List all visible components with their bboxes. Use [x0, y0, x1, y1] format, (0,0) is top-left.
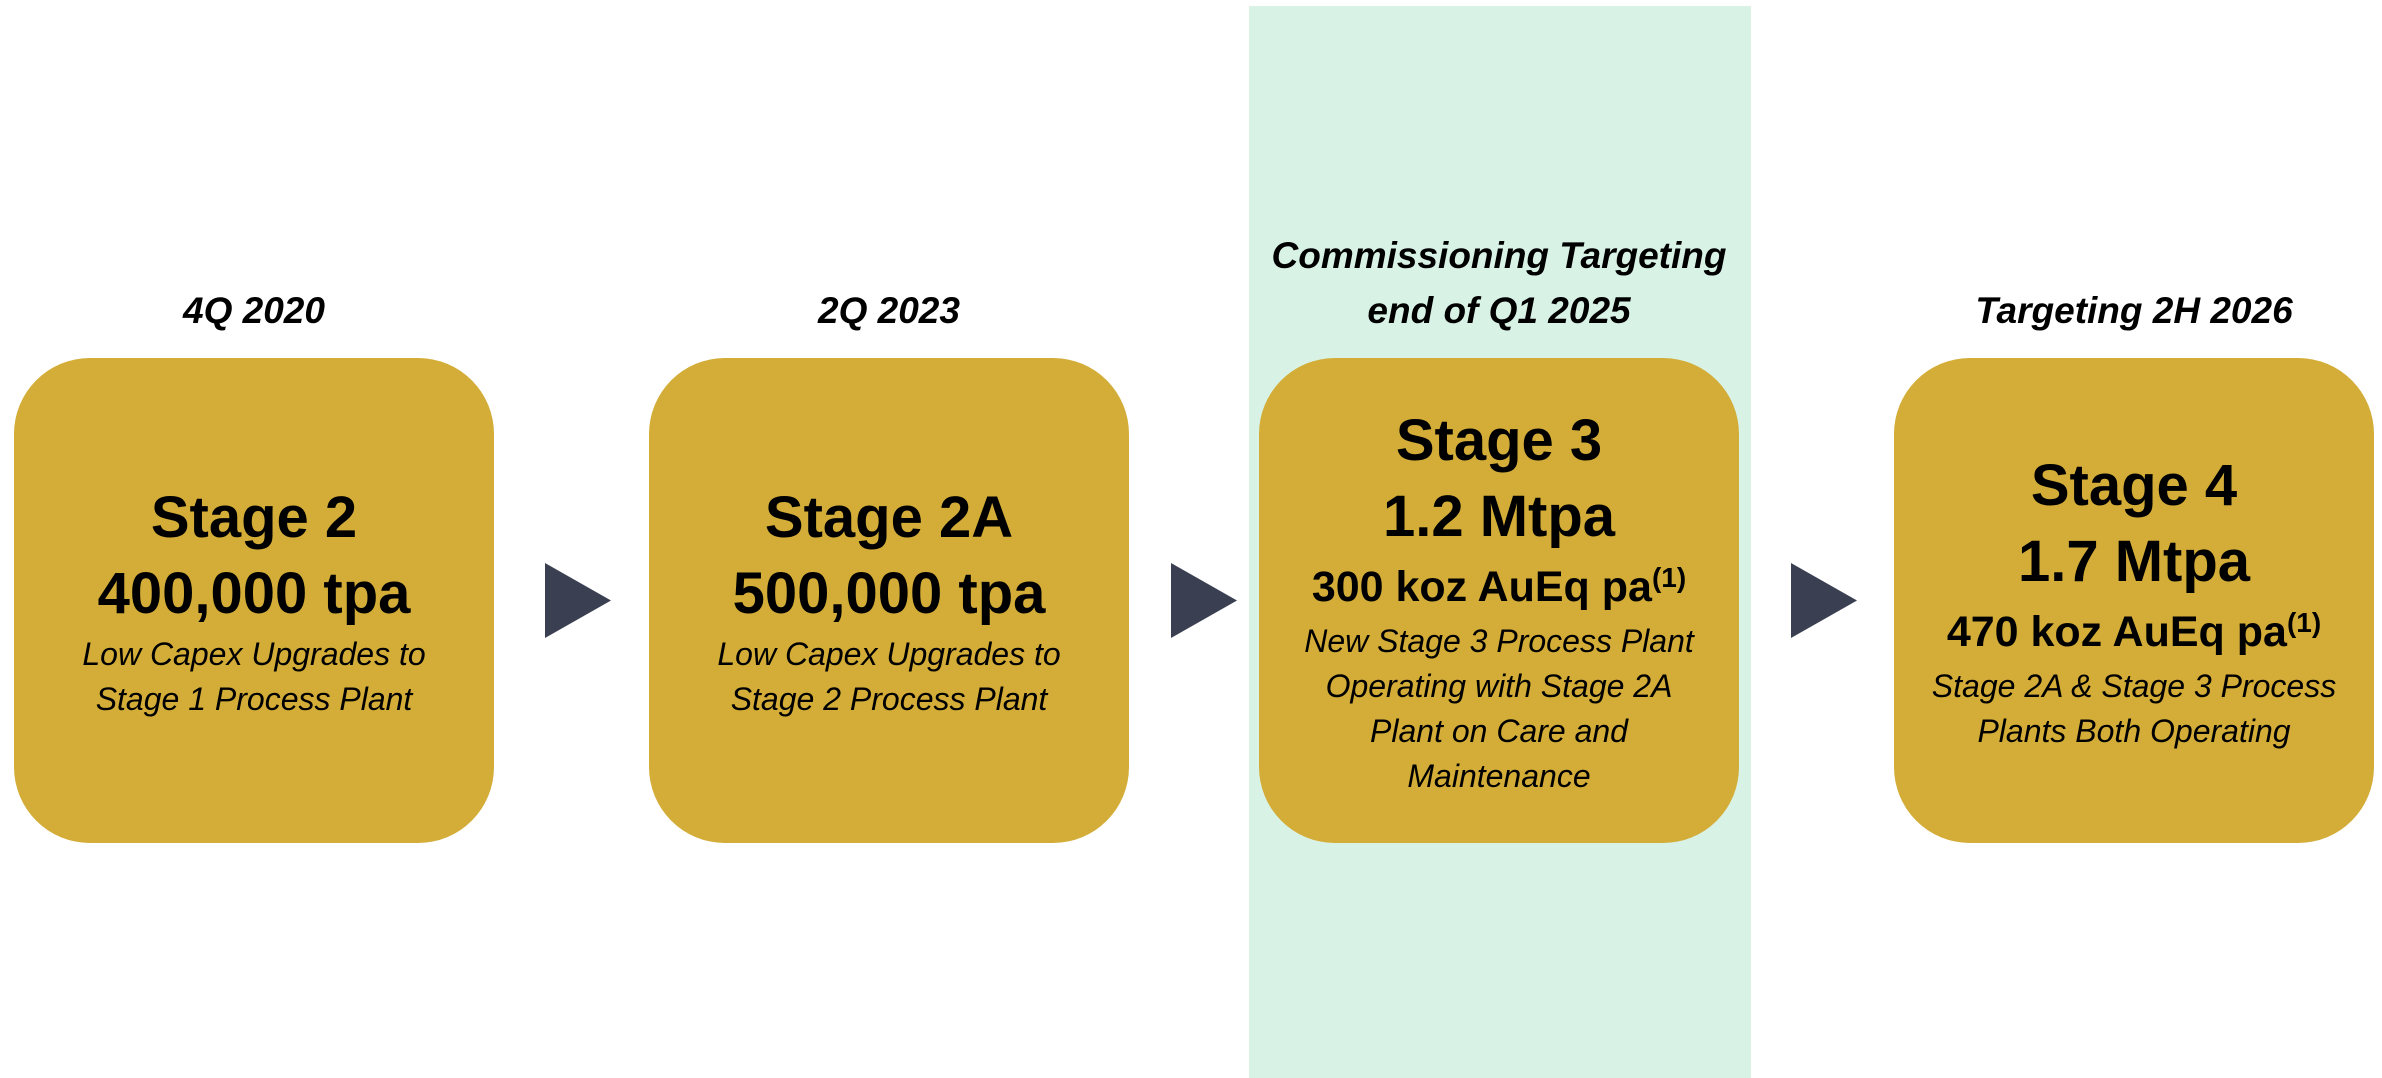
output-note: (1) [1651, 561, 1687, 593]
output-note: (1) [2286, 606, 2322, 638]
date-line: Commissioning Targeting [1271, 235, 1727, 276]
stage-description: Maintenance [1407, 757, 1591, 794]
output-text: 470 koz AuEq pa [1946, 607, 2287, 656]
stage-capacity: 1.2 Mtpa [1382, 483, 1616, 549]
stage-description: New Stage 3 Process Plant [1304, 622, 1694, 659]
stage-description: Plant on Care and [1370, 712, 1628, 749]
stage-date: 4Q 2020 [0, 283, 534, 338]
stage-capacity: 1.7 Mtpa [2017, 528, 2251, 594]
stage-date: Targeting 2H 2026 [1854, 283, 2382, 338]
stage-box: Stage 4 1.7 Mtpa 470 koz AuEq pa(1) Stage 2… [1894, 358, 2374, 843]
date-line: end of Q1 2025 [1367, 290, 1631, 331]
stage-output: 300 koz AuEq pa(1) [1312, 555, 1686, 619]
output-text: 300 koz AuEq pa [1311, 562, 1652, 611]
stage-description: Stage 2 Process Plant [730, 680, 1048, 717]
stage-title: Stage 2A [764, 484, 1014, 550]
date-line: 4Q 2020 [183, 290, 325, 331]
arrow [545, 563, 611, 638]
stage-date: 2Q 2023 [609, 283, 1169, 338]
stage-title: Stage 2 [150, 484, 358, 550]
stage-capacity: 500,000 tpa [732, 560, 1046, 626]
date-line: Targeting 2H 2026 [1975, 290, 2293, 331]
stage-output: 470 koz AuEq pa(1) [1947, 600, 2321, 664]
stage-box: Stage 2 400,000 tpa Low Capex Upgrades to S… [14, 358, 494, 843]
stage-box: Stage 2A 500,000 tpa Low Capex Upgrades to… [649, 358, 1129, 843]
stage-box: Stage 3 1.2 Mtpa 300 koz AuEq pa(1) New Sta… [1259, 358, 1739, 843]
stage-date: Commissioning Targeting end of Q1 2025 [1219, 228, 1779, 338]
stage-description: Stage 2A & Stage 3 Process [1931, 667, 2337, 704]
stage-description: Low Capex Upgrades to [717, 635, 1061, 672]
stage-description: Low Capex Upgrades to [82, 635, 426, 672]
stage-description: Stage 1 Process Plant [95, 680, 413, 717]
date-line: 2Q 2023 [818, 290, 960, 331]
stage-description: Plants Both Operating [1977, 712, 2291, 749]
arrow [1171, 563, 1237, 638]
stage-capacity: 400,000 tpa [97, 560, 411, 626]
stage-title: Stage 4 [2030, 452, 2238, 518]
stage-description: Operating with Stage 2A [1325, 667, 1673, 704]
arrow [1791, 563, 1857, 638]
stage-title: Stage 3 [1395, 407, 1603, 473]
